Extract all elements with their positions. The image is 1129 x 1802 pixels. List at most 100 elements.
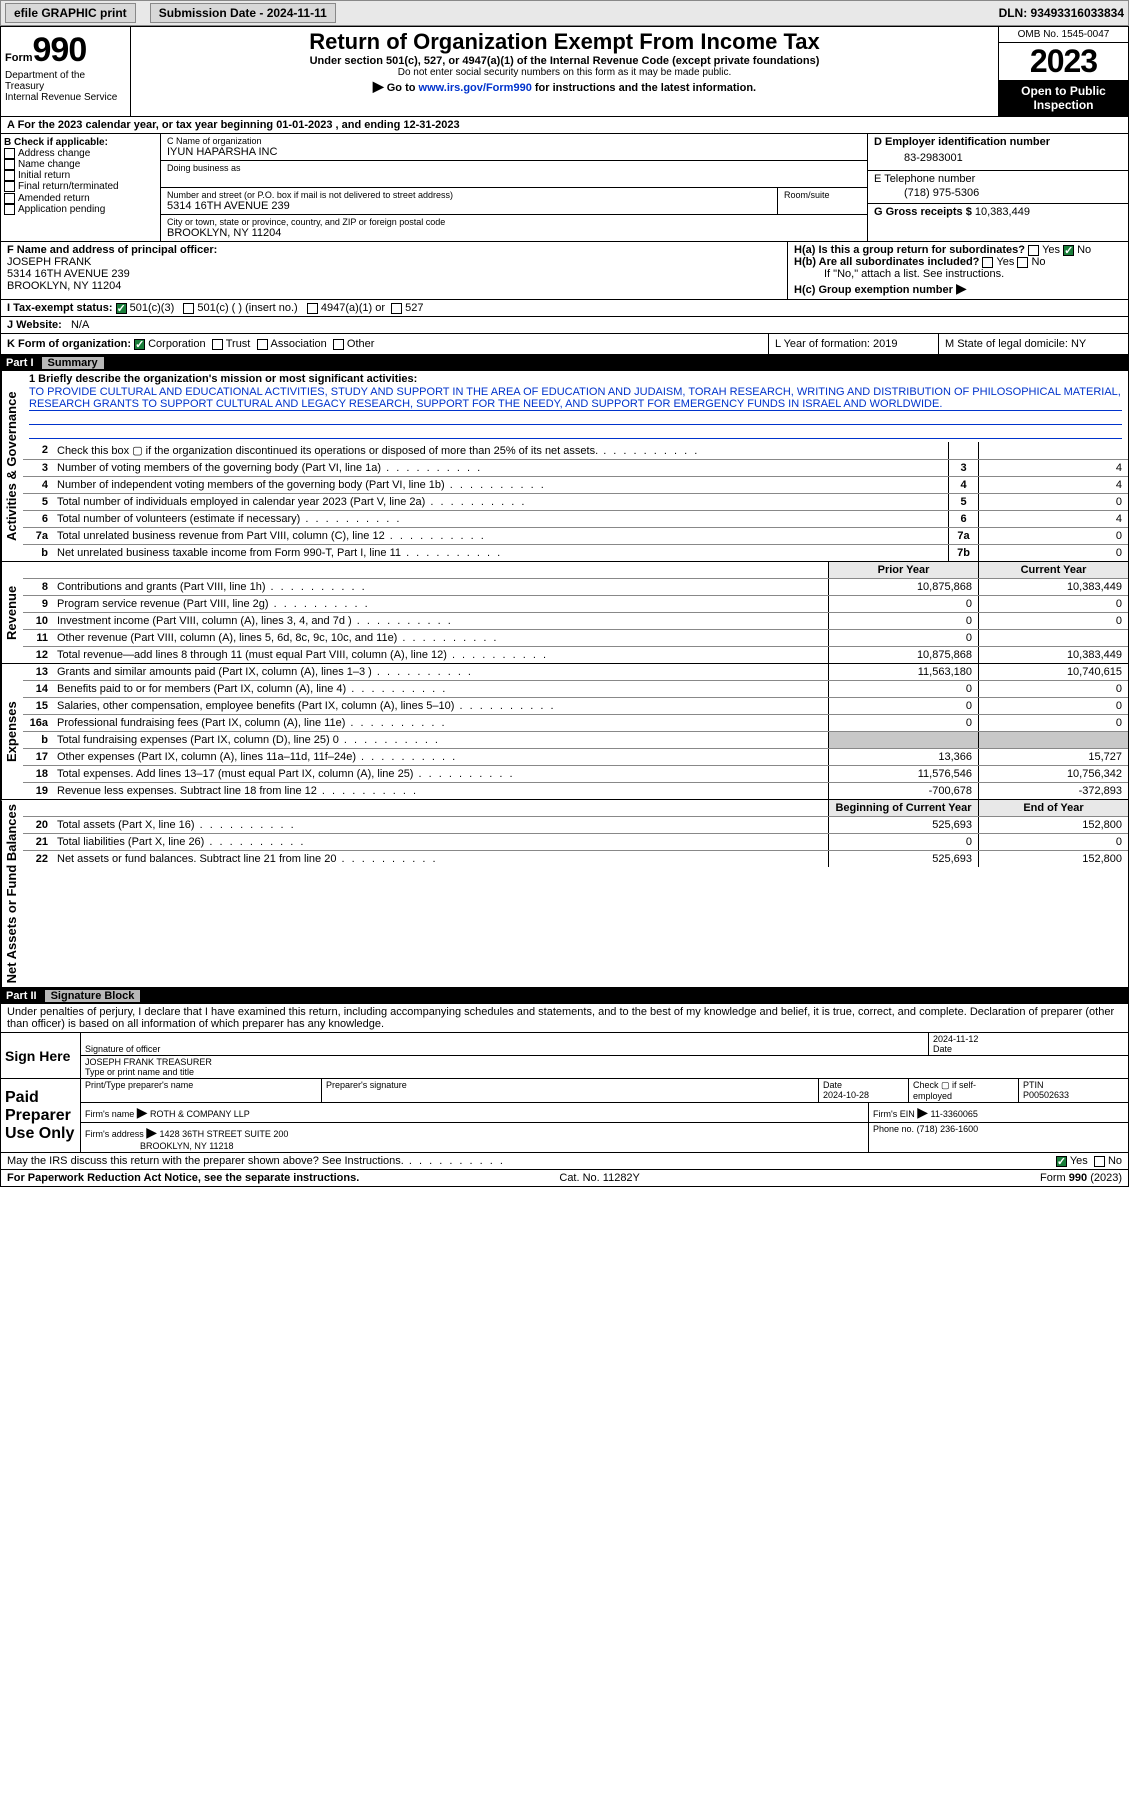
ha-yes[interactable] <box>1028 245 1039 256</box>
summary-line: 11Other revenue (Part VIII, column (A), … <box>23 629 1128 646</box>
chk-4947[interactable] <box>307 303 318 314</box>
row-f-h: F Name and address of principal officer:… <box>0 242 1129 300</box>
summary-line: 21Total liabilities (Part X, line 26)00 <box>23 833 1128 850</box>
irs-label: Internal Revenue Service <box>5 92 126 103</box>
chk-other[interactable] <box>333 339 344 350</box>
summary-line: 7aTotal unrelated business revenue from … <box>23 527 1128 544</box>
goto-line: ▶ Go to www.irs.gov/Form990 for instruct… <box>137 78 992 95</box>
ha-no[interactable] <box>1063 245 1074 256</box>
paid-preparer-block: Paid Preparer Use Only Print/Type prepar… <box>0 1079 1129 1153</box>
row-klm: K Form of organization: Corporation Trus… <box>0 334 1129 355</box>
form-header: Form990 Department of the Treasury Inter… <box>0 26 1129 117</box>
summary-line: 6Total number of volunteers (estimate if… <box>23 510 1128 527</box>
summary-line: 5Total number of individuals employed in… <box>23 493 1128 510</box>
c-name-label: C Name of organization <box>167 136 861 146</box>
city-label: City or town, state or province, country… <box>167 217 861 227</box>
chk-app-pending[interactable] <box>4 204 15 215</box>
sidebar-governance: Activities & Governance <box>1 371 23 561</box>
mission-label: 1 Briefly describe the organization's mi… <box>29 373 1122 385</box>
chk-address-change[interactable] <box>4 148 15 159</box>
ha-label: H(a) Is this a group return for subordin… <box>794 244 1025 256</box>
form-subtitle: Under section 501(c), 527, or 4947(a)(1)… <box>137 55 992 67</box>
e-label: E Telephone number <box>874 173 1122 185</box>
room-label: Room/suite <box>784 190 861 200</box>
paperwork-notice: For Paperwork Reduction Act Notice, see … <box>7 1172 359 1184</box>
netassets-block: Net Assets or Fund Balances Beginning of… <box>0 800 1129 988</box>
summary-line: 16aProfessional fundraising fees (Part I… <box>23 714 1128 731</box>
ein-value: 83-2983001 <box>874 148 1122 168</box>
page-footer: For Paperwork Reduction Act Notice, see … <box>0 1170 1129 1187</box>
preparer-name-label: Print/Type preparer's name <box>81 1079 321 1102</box>
dln-label: DLN: 93493316033834 <box>999 6 1124 20</box>
open-inspection: Open to Public Inspection <box>999 80 1128 116</box>
firm-addr1: 1428 36TH STREET SUITE 200 <box>160 1129 289 1139</box>
officer-printed-name: JOSEPH FRANK TREASURER <box>85 1057 212 1067</box>
hb-yes[interactable] <box>982 257 993 268</box>
l-year: L Year of formation: 2019 <box>768 334 938 354</box>
summary-line: 12Total revenue—add lines 8 through 11 (… <box>23 646 1128 663</box>
form-footer: Form 990 (2023) <box>1040 1172 1122 1184</box>
hb-note: If "No," attach a list. See instructions… <box>794 268 1122 280</box>
j-label: J Website: <box>7 319 62 331</box>
b-label: B Check if applicable: <box>4 137 157 148</box>
chk-trust[interactable] <box>212 339 223 350</box>
sig-officer-label: Signature of officer <box>85 1044 160 1054</box>
prep-date-label: Date <box>823 1080 842 1090</box>
firm-name: ROTH & COMPANY LLP <box>150 1109 250 1119</box>
part1-header: Part I Summary <box>0 355 1129 371</box>
chk-initial-return[interactable] <box>4 170 15 181</box>
firm-addr2: BROOKLYN, NY 11218 <box>140 1141 234 1151</box>
summary-line: 19Revenue less expenses. Subtract line 1… <box>23 782 1128 799</box>
f-label: F Name and address of principal officer: <box>7 244 781 256</box>
website-value: N/A <box>71 319 89 331</box>
chk-amended[interactable] <box>4 193 15 204</box>
submission-date: Submission Date - 2024-11-11 <box>150 3 336 23</box>
phone-value: (718) 975-5306 <box>874 185 1122 201</box>
firm-ein: 11-3360065 <box>931 1109 978 1119</box>
end-year-hdr: End of Year <box>978 800 1128 816</box>
efile-print-button[interactable]: efile GRAPHIC print <box>5 3 136 23</box>
mission-text: TO PROVIDE CULTURAL AND EDUCATIONAL ACTI… <box>29 386 1122 411</box>
form-number: Form990 <box>5 31 126 70</box>
current-year-hdr: Current Year <box>978 562 1128 578</box>
discuss-no[interactable] <box>1094 1156 1105 1167</box>
governance-block: Activities & Governance 1 Briefly descri… <box>0 371 1129 562</box>
hb-no[interactable] <box>1017 257 1028 268</box>
discuss-row: May the IRS discuss this return with the… <box>0 1153 1129 1170</box>
chk-527[interactable] <box>391 303 402 314</box>
preparer-sig-label: Preparer's signature <box>321 1079 818 1102</box>
gross-receipts: 10,383,449 <box>975 206 1030 218</box>
chk-501c3[interactable] <box>116 303 127 314</box>
chk-assoc[interactable] <box>257 339 268 350</box>
chk-501c[interactable] <box>183 303 194 314</box>
row-a: A For the 2023 calendar year, or tax yea… <box>0 117 1129 134</box>
summary-line: 10Investment income (Part VIII, column (… <box>23 612 1128 629</box>
tax-year: 2023 <box>999 43 1128 80</box>
summary-line: 13Grants and similar amounts paid (Part … <box>23 664 1128 680</box>
cat-no: Cat. No. 11282Y <box>559 1172 640 1184</box>
firm-addr-label: Firm's address <box>85 1129 144 1139</box>
firm-name-label: Firm's name <box>85 1109 134 1119</box>
discuss-yes[interactable] <box>1056 1156 1067 1167</box>
chk-corp[interactable] <box>134 339 145 350</box>
summary-line: 2Check this box ▢ if the organization di… <box>23 442 1128 459</box>
self-employed-label: Check ▢ if self-employed <box>908 1079 1018 1102</box>
summary-line: 20Total assets (Part X, line 16)525,6931… <box>23 816 1128 833</box>
summary-line: 4Number of independent voting members of… <box>23 476 1128 493</box>
sign-date: 2024-11-12 <box>933 1034 978 1044</box>
section-b-to-g: B Check if applicable: Address change Na… <box>0 134 1129 242</box>
firm-phone: (718) 236-1600 <box>917 1124 979 1134</box>
prior-year-hdr: Prior Year <box>828 562 978 578</box>
ptin-value: P00502633 <box>1023 1090 1069 1100</box>
irs-link[interactable]: www.irs.gov/Form990 <box>419 82 532 94</box>
form-title: Return of Organization Exempt From Incom… <box>137 29 992 55</box>
summary-line: 18Total expenses. Add lines 13–17 (must … <box>23 765 1128 782</box>
i-label: I Tax-exempt status: <box>7 302 113 314</box>
sidebar-revenue: Revenue <box>1 562 23 663</box>
summary-line: 9Program service revenue (Part VIII, lin… <box>23 595 1128 612</box>
firm-ein-label: Firm's EIN <box>873 1109 915 1119</box>
chk-name-change[interactable] <box>4 159 15 170</box>
printed-name-label: Type or print name and title <box>85 1067 194 1077</box>
chk-final-return[interactable] <box>4 181 15 192</box>
g-label: G Gross receipts $ <box>874 206 972 218</box>
